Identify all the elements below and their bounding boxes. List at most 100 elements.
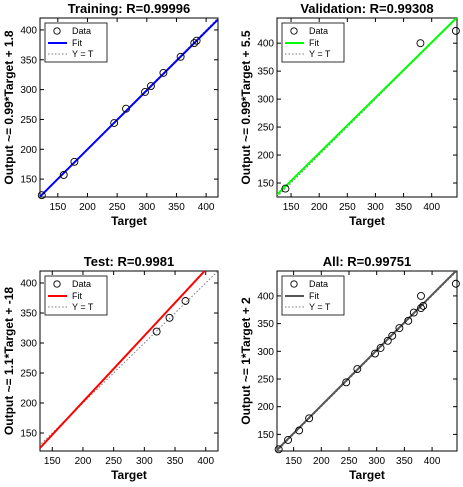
x-tick-label: 350 bbox=[395, 202, 412, 213]
y-tick-label: 250 bbox=[257, 123, 274, 134]
x-tick-label: 400 bbox=[424, 456, 441, 467]
x-tick-label: 250 bbox=[109, 202, 126, 213]
data-point bbox=[451, 26, 460, 35]
data-point bbox=[110, 119, 119, 127]
y-tick-label: 200 bbox=[20, 145, 37, 156]
legend-data-marker bbox=[290, 27, 298, 35]
y-tick-label: 150 bbox=[257, 179, 274, 190]
y-tick-label: 350 bbox=[20, 55, 37, 66]
data-point bbox=[59, 170, 68, 179]
data-point bbox=[284, 435, 293, 444]
x-tick-label: 300 bbox=[136, 456, 153, 467]
data-point bbox=[419, 301, 428, 310]
panel-1: 150 200 250 300 350 400 150 200 250 300 350 400 Data… bbox=[2, 1, 219, 228]
x-tick-label: 200 bbox=[311, 202, 328, 213]
data-point bbox=[416, 39, 425, 48]
legend-entry: Y = T bbox=[72, 49, 94, 59]
data-point bbox=[383, 336, 392, 345]
data-point bbox=[404, 316, 413, 325]
y-tick-label: 150 bbox=[257, 430, 274, 441]
data-point bbox=[395, 324, 404, 332]
y-tick-label: 300 bbox=[20, 339, 37, 350]
legend-entry: Fit bbox=[309, 291, 319, 301]
panel-4: 150 200 250 300 350 400 150 200 250 300 350 400 Data… bbox=[239, 254, 460, 482]
y-tick-label: 250 bbox=[20, 115, 37, 126]
y-tick-label: 400 bbox=[257, 291, 274, 302]
y-tick-label: 350 bbox=[257, 67, 274, 78]
y-tick-label: 300 bbox=[257, 347, 274, 358]
legend-entry: Y = T bbox=[72, 302, 94, 312]
x-tick-label: 150 bbox=[44, 456, 61, 467]
legend-data-marker bbox=[53, 280, 61, 288]
x-tick-label: 400 bbox=[197, 456, 214, 467]
y-tick-label: 350 bbox=[257, 319, 274, 330]
y-tick-label: 150 bbox=[20, 175, 37, 186]
panel-3: 150 200 250 300 350 400 150 200 250 300 350 400 Data… bbox=[2, 254, 219, 482]
x-tick-label: 150 bbox=[283, 202, 300, 213]
fit-line bbox=[40, 271, 206, 449]
y-tick-label: 300 bbox=[257, 95, 274, 106]
x-axis-label: Target bbox=[111, 214, 147, 228]
x-tick-label: 300 bbox=[138, 202, 155, 213]
x-tick-label: 350 bbox=[168, 202, 185, 213]
x-tick-label: 350 bbox=[167, 456, 184, 467]
data-point bbox=[376, 344, 385, 352]
legend-data-marker bbox=[290, 280, 298, 288]
fit-line bbox=[277, 271, 457, 451]
legend-entry: Y = T bbox=[309, 49, 331, 59]
data-point bbox=[37, 191, 46, 200]
data-point bbox=[388, 331, 397, 340]
y-tick-label: 400 bbox=[257, 39, 274, 50]
x-tick-label: 200 bbox=[79, 202, 96, 213]
data-point bbox=[181, 297, 190, 305]
y-axis-label: Output ~= 1.1*Target + -18 bbox=[2, 287, 16, 435]
data-point bbox=[371, 349, 379, 358]
x-tick-label: 200 bbox=[75, 456, 92, 467]
y-tick-label: 250 bbox=[20, 369, 37, 380]
x-axis-label: Target bbox=[111, 468, 147, 482]
legend-entry: Y = T bbox=[309, 302, 331, 312]
data-point bbox=[417, 304, 425, 313]
fit-line bbox=[40, 18, 218, 197]
panel-2: 150 200 250 300 350 400 150 200 250 300 350 400 Data… bbox=[239, 1, 460, 228]
data-point bbox=[342, 378, 351, 387]
data-point bbox=[152, 327, 161, 336]
data-point bbox=[451, 279, 460, 288]
data-point bbox=[353, 365, 362, 373]
x-tick-label: 150 bbox=[285, 456, 302, 467]
legend-entry: Data bbox=[72, 279, 91, 289]
fit-line bbox=[277, 18, 457, 196]
x-tick-label: 300 bbox=[367, 202, 384, 213]
legend-data-marker bbox=[53, 27, 61, 35]
legend-entry: Data bbox=[309, 26, 328, 36]
data-point bbox=[70, 157, 79, 166]
data-point bbox=[281, 184, 290, 193]
x-tick-label: 250 bbox=[341, 456, 358, 467]
data-point bbox=[417, 291, 425, 300]
panel-title: Training: R=0.99996 bbox=[68, 1, 190, 16]
x-tick-label: 150 bbox=[49, 202, 66, 213]
data-point bbox=[192, 36, 201, 45]
x-tick-label: 250 bbox=[105, 456, 122, 467]
y-axis-label: Output ~= 0.99*Target + 5.5 bbox=[239, 30, 253, 184]
data-point bbox=[141, 88, 149, 96]
x-tick-label: 400 bbox=[423, 202, 440, 213]
y-tick-label: 400 bbox=[20, 279, 37, 290]
y-tick-label: 350 bbox=[20, 309, 37, 320]
panel-title: Validation: R=0.99308 bbox=[300, 1, 433, 16]
panel-title: All: R=0.99751 bbox=[323, 254, 412, 269]
data-point bbox=[190, 39, 199, 48]
y-tick-label: 250 bbox=[257, 375, 274, 386]
data-point bbox=[274, 445, 283, 454]
x-axis-label: Target bbox=[349, 468, 385, 482]
data-point bbox=[159, 68, 168, 77]
y-tick-label: 400 bbox=[20, 25, 37, 36]
y-axis-label: Output ~= 1*Target + 2 bbox=[239, 297, 253, 425]
data-point bbox=[176, 52, 185, 61]
data-point bbox=[295, 426, 304, 435]
data-point bbox=[305, 414, 314, 423]
y-tick-label: 200 bbox=[20, 399, 37, 410]
x-tick-label: 200 bbox=[313, 456, 330, 467]
y-tick-label: 150 bbox=[20, 429, 37, 440]
